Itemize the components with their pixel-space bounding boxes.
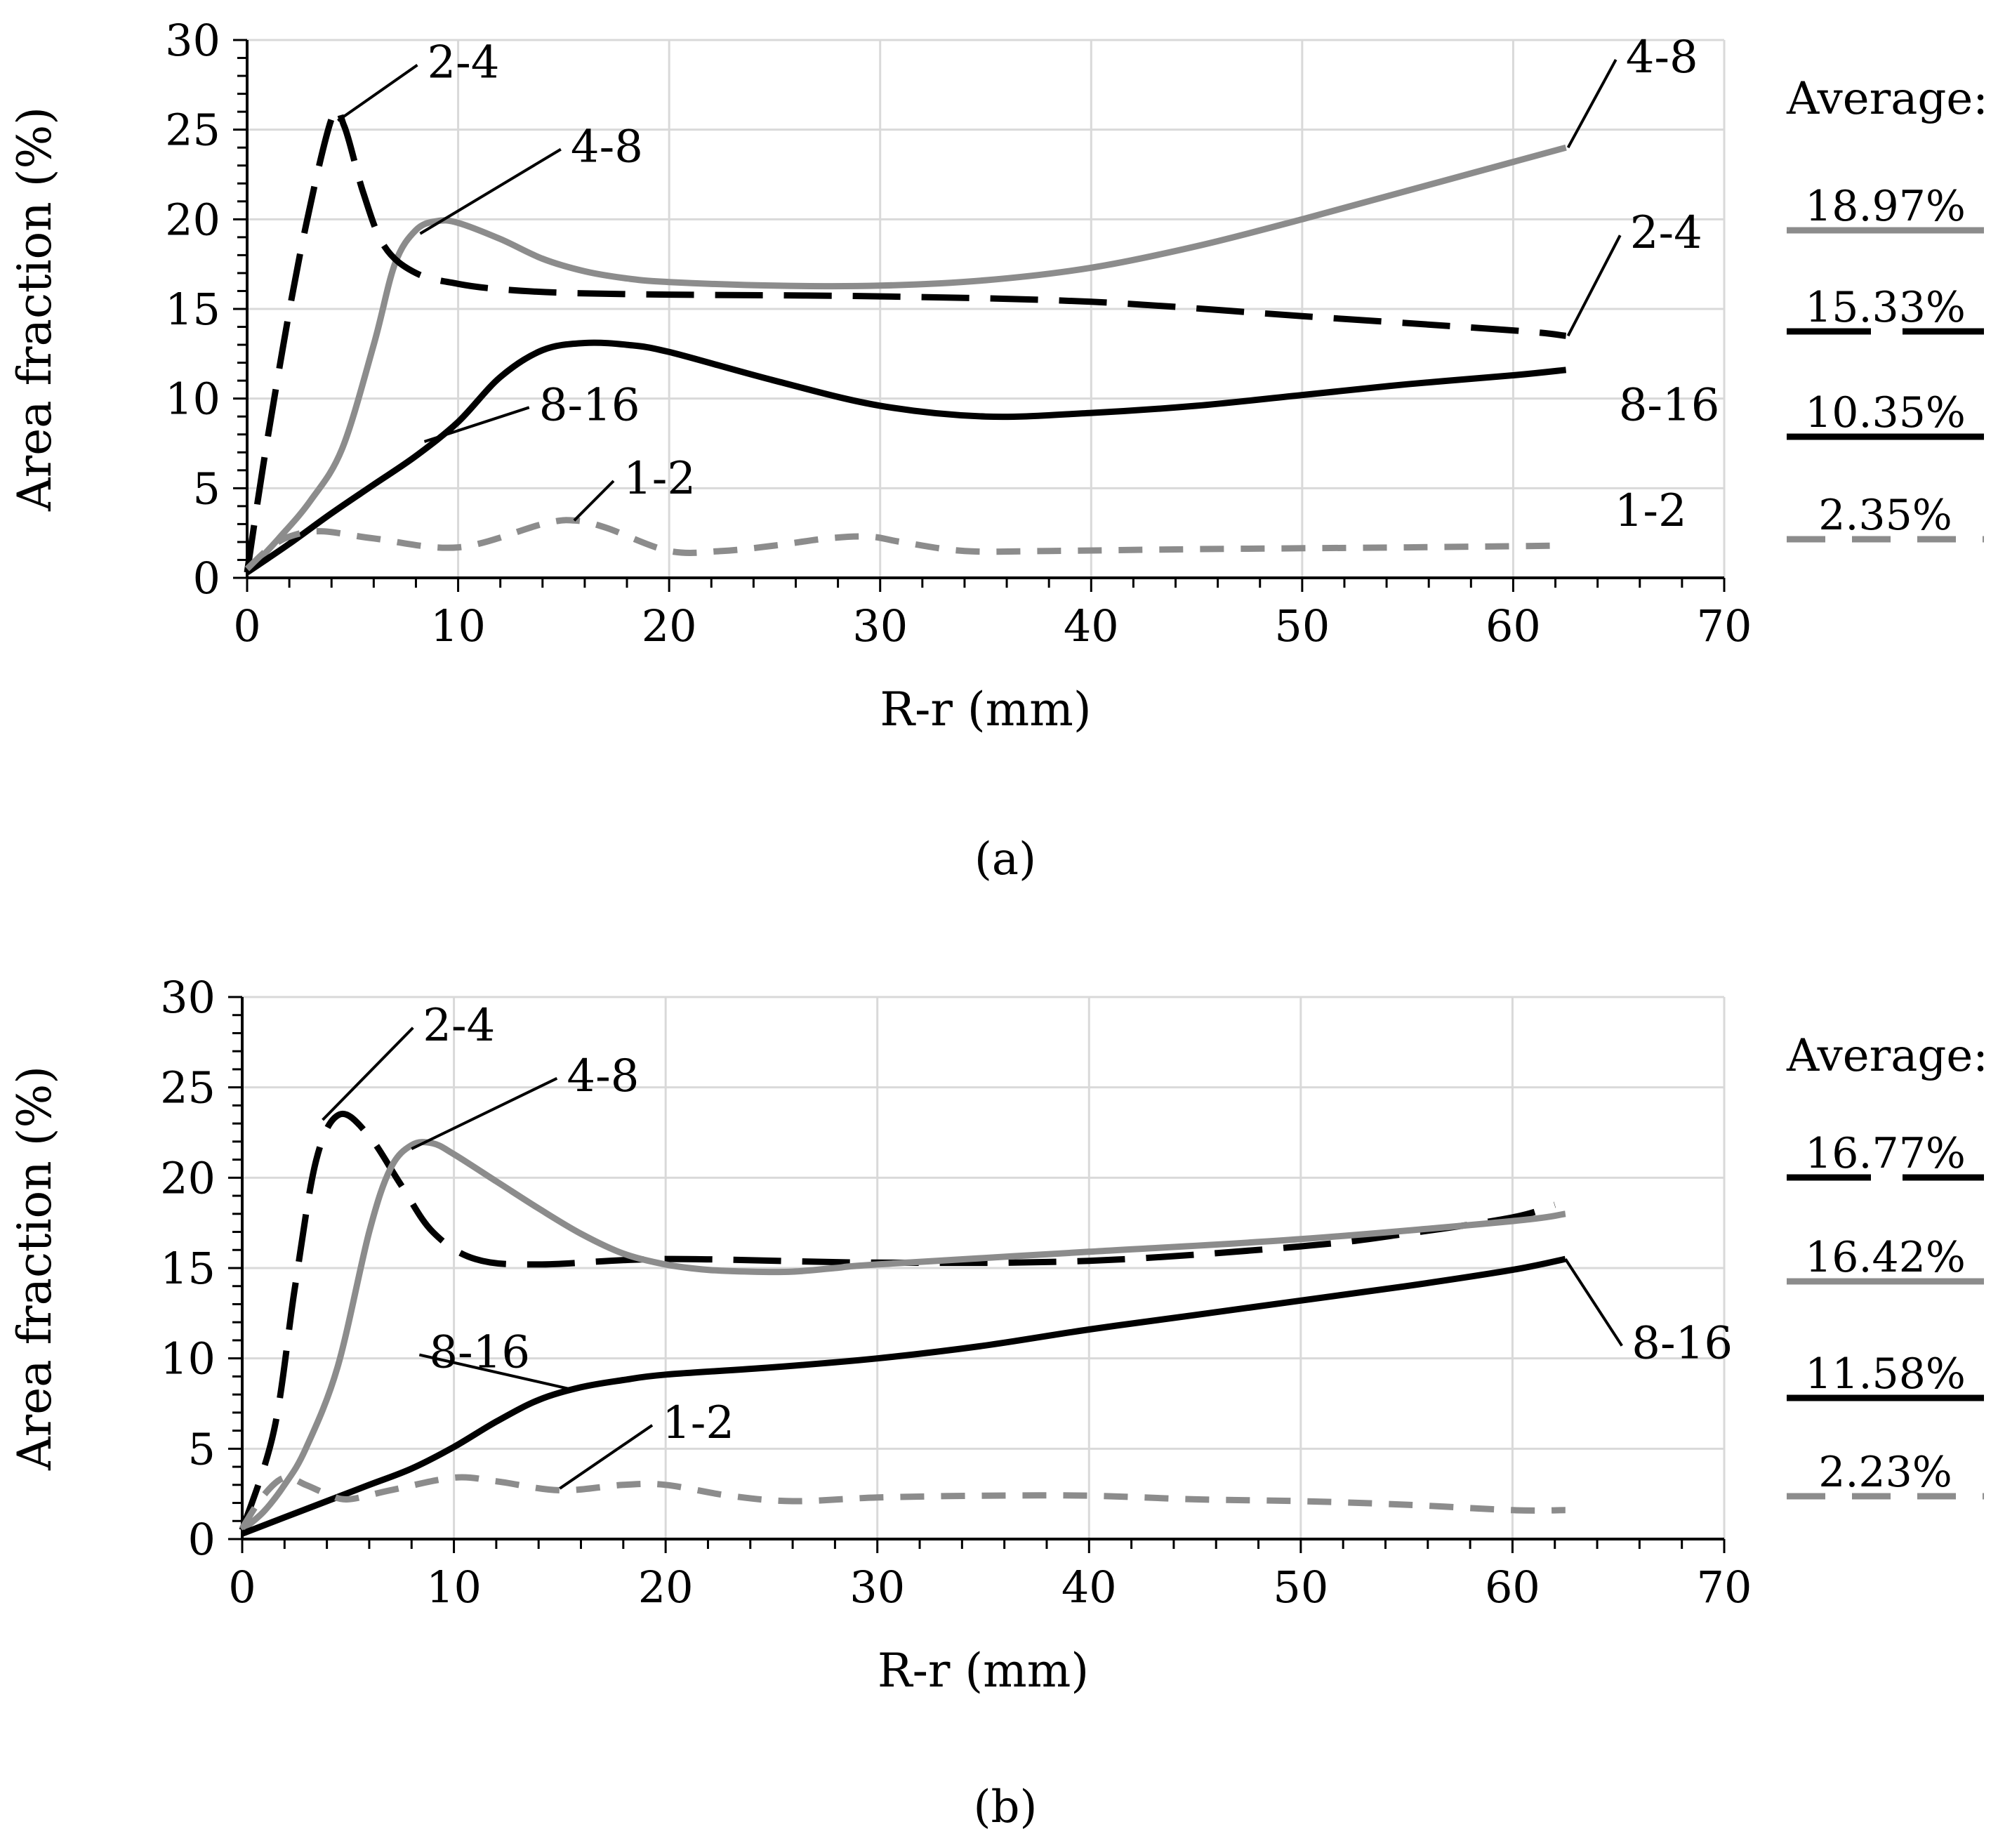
x-tick-label: 0 xyxy=(233,600,260,652)
gridlines xyxy=(242,996,1726,1539)
annotation-leader xyxy=(1566,59,1617,149)
annotation-label-8-16: 8-16 xyxy=(539,379,640,431)
annotation-leader xyxy=(419,147,562,235)
annotation-label-8-16: 8-16 xyxy=(1632,1318,1733,1370)
annotation-leader xyxy=(423,406,530,443)
x-tick-label: 70 xyxy=(1697,600,1752,652)
annotation-label-8-16: 8-16 xyxy=(429,1327,530,1379)
series-line-2-4 xyxy=(239,1110,1556,1531)
y-tick-label: 15 xyxy=(160,1243,216,1294)
y-tick-label: 10 xyxy=(160,1333,216,1385)
gridlines xyxy=(247,39,1726,578)
average-value-8-16: 11.58% xyxy=(1805,1349,1966,1399)
annotation-label-2-4: 2-4 xyxy=(423,1000,495,1052)
x-tick-label: 10 xyxy=(430,600,486,652)
annotation-label-4-8: 4-8 xyxy=(567,1050,639,1102)
y-tick-label: 0 xyxy=(188,1514,216,1565)
chart-panel-a: 0 10 20 30 40 50 60 70 0 5 10 15 20 25 30 R-r (mm) Area … xyxy=(8,15,1988,737)
series-line-2-4 xyxy=(244,105,1567,573)
x-tick-label: 10 xyxy=(426,1562,482,1613)
annotation-leader xyxy=(559,1424,654,1490)
average-value-2-4: 15.33% xyxy=(1805,283,1966,332)
x-tick-label: 60 xyxy=(1485,1562,1540,1613)
x-axis-title: R-r (mm) xyxy=(880,682,1091,737)
x-axis-title: R-r (mm) xyxy=(878,1644,1089,1698)
x-tick-label: 20 xyxy=(638,1562,694,1613)
panel-label-b: (b) xyxy=(974,1781,1038,1833)
annotation-label-2-4: 2-4 xyxy=(427,37,499,89)
annotation-label-1-2: 1-2 xyxy=(623,453,696,505)
annotation-leader xyxy=(411,1077,558,1150)
series-line-1-2 xyxy=(244,517,1566,572)
average-value-4-8: 16.42% xyxy=(1805,1233,1966,1282)
x-tick-label: 0 xyxy=(228,1562,256,1613)
y-tick-label: 30 xyxy=(160,972,216,1023)
y-tick-label: 30 xyxy=(165,15,220,66)
annotation-label-4-8: 4-8 xyxy=(1626,32,1698,84)
annotation-leader xyxy=(337,63,418,122)
y-tick-label: 25 xyxy=(160,1062,216,1114)
y-tick-label: 10 xyxy=(165,374,220,425)
series-line-4-8 xyxy=(244,144,1567,575)
annotation-label-2-4: 2-4 xyxy=(1630,207,1702,259)
series-line-8-16 xyxy=(245,339,1567,576)
y-tick-label: 5 xyxy=(193,463,220,514)
x-tick-label: 40 xyxy=(1064,600,1119,652)
annotation-leader xyxy=(573,480,615,522)
x-tick-label: 70 xyxy=(1697,1562,1752,1613)
average-title: Average: xyxy=(1786,1030,1988,1082)
annotation-label-1-2: 1-2 xyxy=(662,1397,734,1449)
x-tick-label: 50 xyxy=(1274,600,1330,652)
annotation-label-8-16: 8-16 xyxy=(1619,379,1720,431)
y-axis-title: Area fraction (%) xyxy=(8,107,62,512)
y-tick-label: 20 xyxy=(160,1152,216,1203)
x-tick-label: 50 xyxy=(1273,1562,1328,1613)
series-line-1-2 xyxy=(239,1474,1566,1531)
y-tick-label: 20 xyxy=(165,194,220,245)
y-tick-label: 15 xyxy=(165,284,220,335)
average-value-1-2: 2.35% xyxy=(1818,491,1952,540)
average-title: Average: xyxy=(1786,73,1988,125)
x-tick-label: 30 xyxy=(849,1562,905,1613)
x-tick-label: 40 xyxy=(1061,1562,1117,1613)
x-tick-label: 20 xyxy=(642,600,697,652)
annotation-leader xyxy=(418,1353,571,1391)
average-value-8-16: 10.35% xyxy=(1805,388,1966,437)
annotation-label-1-2: 1-2 xyxy=(1615,485,1687,537)
y-tick-label: 0 xyxy=(193,553,220,604)
y-tick-label: 5 xyxy=(188,1423,216,1474)
y-tick-label: 25 xyxy=(165,105,220,156)
x-tick-label: 30 xyxy=(852,600,908,652)
y-axis-title: Area fraction (%) xyxy=(8,1066,62,1471)
series-line-4-8 xyxy=(240,1139,1566,1533)
average-value-2-4: 16.77% xyxy=(1805,1129,1966,1178)
annotation-leader xyxy=(322,1027,414,1121)
chart-panel-b: 0 10 20 30 40 50 60 70 0 5 10 15 20 25 30 R-r (mm) Area … xyxy=(8,972,1988,1698)
panel-label-a: (a) xyxy=(974,833,1036,885)
annotation-leader xyxy=(1564,1258,1623,1347)
x-tick-label: 60 xyxy=(1486,600,1541,652)
average-value-4-8: 18.97% xyxy=(1805,182,1966,231)
average-value-1-2: 2.23% xyxy=(1818,1448,1952,1497)
series-line-8-16 xyxy=(241,1255,1566,1537)
annotation-label-4-8: 4-8 xyxy=(571,121,643,173)
annotation-leader xyxy=(1566,235,1622,337)
